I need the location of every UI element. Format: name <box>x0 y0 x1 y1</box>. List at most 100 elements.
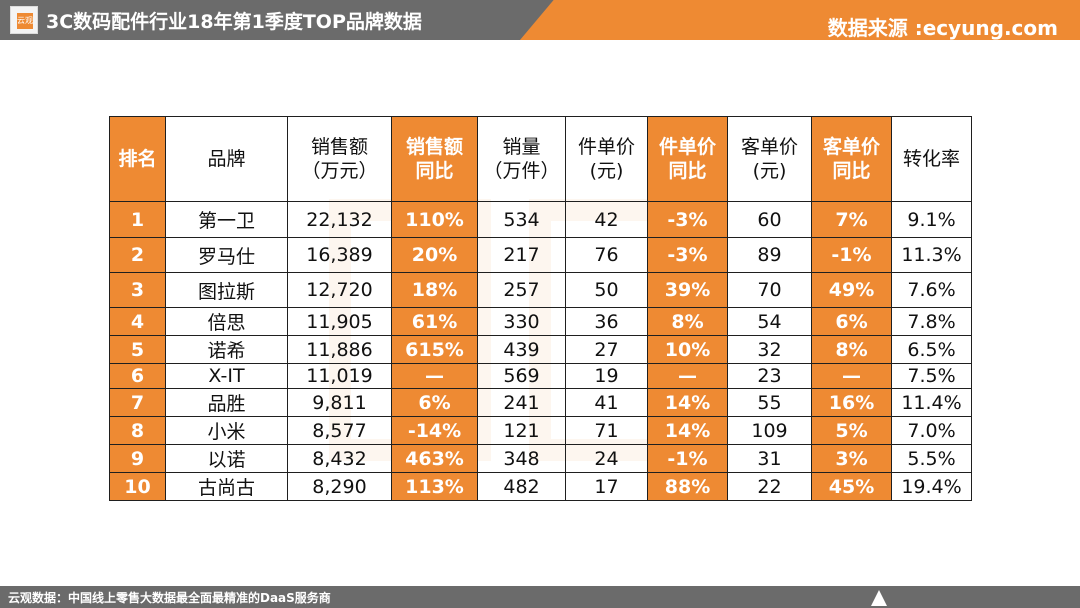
table-cell: 22 <box>727 472 812 501</box>
table-cell: 12,720 <box>287 272 392 308</box>
table-cell: 7.8% <box>891 307 972 336</box>
table-cell: — <box>391 363 478 389</box>
table-cell: -1% <box>811 237 892 273</box>
brand-cell: 罗马仕 <box>165 237 288 273</box>
column-header-line1: 客单价 <box>822 136 880 158</box>
header-bar: 云观 3C数码配件行业18年第1季度TOP品牌数据 数据来源 :ecyung.c… <box>0 0 1080 40</box>
table-cell: 11.3% <box>891 237 972 273</box>
table-cell: 9,811 <box>287 388 392 417</box>
logo-text: 云观 <box>17 13 33 29</box>
table-cell: 18% <box>391 272 478 308</box>
column-header-line2: (元) <box>589 160 624 182</box>
footer-text: 云观数据：中国线上零售大数据最全面最精准的DaaS服务商 <box>8 591 331 605</box>
table-cell: 8% <box>647 307 728 336</box>
table-cell: 534 <box>477 201 566 238</box>
brand-cell: 品胜 <box>165 388 288 417</box>
table-cell: 76 <box>565 237 648 273</box>
table-row: 8 小米 8,577 -14% 121 71 14% 109 5% 7.0% <box>109 416 972 445</box>
brand-cell: 倍思 <box>165 307 288 336</box>
table-cell: 41 <box>565 388 648 417</box>
table-cell: 60 <box>727 201 812 238</box>
table-cell: 31 <box>727 444 812 473</box>
table-cell: 50 <box>565 272 648 308</box>
column-header: 销售额 （万元） <box>287 116 392 202</box>
table-row: 5 诺希 11,886 615% 439 27 10% 32 8% 6.5% <box>109 335 972 364</box>
brand-cell: 诺希 <box>165 335 288 364</box>
table-cell: 7.6% <box>891 272 972 308</box>
table-cell: 109 <box>727 416 812 445</box>
column-header-line1: 转化率 <box>902 148 960 170</box>
column-header: 品牌 <box>165 116 288 202</box>
table-cell: 16,389 <box>287 237 392 273</box>
table-row: 3 图拉斯 12,720 18% 257 50 39% 70 49% 7.6% <box>109 272 972 308</box>
table-cell: 463% <box>391 444 478 473</box>
table-cell: 8% <box>811 335 892 364</box>
column-header-line1: 销量 <box>502 136 541 158</box>
table-cell: 439 <box>477 335 566 364</box>
table-cell: 32 <box>727 335 812 364</box>
table-cell: 113% <box>391 472 478 501</box>
rank-cell: 1 <box>109 201 166 238</box>
table-cell: 8,577 <box>287 416 392 445</box>
rank-cell: 2 <box>109 237 166 273</box>
table-cell: 14% <box>647 416 728 445</box>
column-header-line1: 件单价 <box>658 136 716 158</box>
column-header: 件单价 同比 <box>647 116 728 202</box>
table-cell: -3% <box>647 237 728 273</box>
table-cell: 257 <box>477 272 566 308</box>
table-row: 6 X-IT 11,019—569 19—23—7.5% <box>109 363 972 389</box>
table-cell: 23 <box>727 363 812 389</box>
column-header: 排名 <box>109 116 166 202</box>
table-header-row: 排名 品牌 销售额 （万元） 销售额 同比 销量 （万件） 件单价 (元) 件单价 同比 客单价 (元) 客… <box>109 116 972 202</box>
table-cell: 88% <box>647 472 728 501</box>
table-cell: 11,019 <box>287 363 392 389</box>
column-header-line1: 销售额 <box>310 136 368 158</box>
table-row: 4 倍思 11,905 61% 330 36 8% 54 6% 7.8% <box>109 307 972 336</box>
table-row: 7 品胜 9,811 6% 241 41 14% 55 16% 11.4% <box>109 388 972 417</box>
rank-cell: 6 <box>109 363 166 389</box>
page-title: 3C数码配件行业18年第1季度TOP品牌数据 <box>46 11 422 33</box>
column-header: 客单价 (元) <box>727 116 812 202</box>
table-cell: 10% <box>647 335 728 364</box>
table-cell: — <box>811 363 892 389</box>
table-cell: 19 <box>565 363 648 389</box>
column-header-line2: 同比 <box>415 160 454 182</box>
table-cell: 11,886 <box>287 335 392 364</box>
column-header-line2: 同比 <box>668 160 707 182</box>
up-triangle-icon[interactable] <box>871 590 887 606</box>
column-header-line1: 销售额 <box>405 136 463 158</box>
table-cell: 241 <box>477 388 566 417</box>
table-cell: 6.5% <box>891 335 972 364</box>
rank-cell: 7 <box>109 388 166 417</box>
table-cell: 70 <box>727 272 812 308</box>
table-cell: 5% <box>811 416 892 445</box>
table-cell: 217 <box>477 237 566 273</box>
table-cell: -14% <box>391 416 478 445</box>
table-cell: 6% <box>811 307 892 336</box>
table-cell: 55 <box>727 388 812 417</box>
column-header: 件单价 (元) <box>565 116 648 202</box>
table-cell: 615% <box>391 335 478 364</box>
brand-cell: 古尚古 <box>165 472 288 501</box>
table-cell: -1% <box>647 444 728 473</box>
table-cell: 14% <box>647 388 728 417</box>
brand-cell: 图拉斯 <box>165 272 288 308</box>
data-source: 数据来源 :ecyung.com <box>827 16 1058 40</box>
rank-cell: 8 <box>109 416 166 445</box>
table-cell: 27 <box>565 335 648 364</box>
table-cell: 22,132 <box>287 201 392 238</box>
brand-cell: 以诺 <box>165 444 288 473</box>
table-cell: — <box>647 363 728 389</box>
column-header-line2: 同比 <box>832 160 871 182</box>
rank-cell: 5 <box>109 335 166 364</box>
table-cell: 19.4% <box>891 472 972 501</box>
column-header-line1: 品牌 <box>207 148 246 170</box>
table-cell: 6% <box>391 388 478 417</box>
table-cell: 20% <box>391 237 478 273</box>
column-header: 销售额 同比 <box>391 116 478 202</box>
column-header: 转化率 <box>891 116 972 202</box>
brand-cell: X-IT <box>165 363 288 389</box>
table-cell: 11,905 <box>287 307 392 336</box>
table-cell: 110% <box>391 201 478 238</box>
table-cell: 36 <box>565 307 648 336</box>
